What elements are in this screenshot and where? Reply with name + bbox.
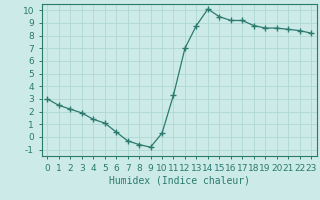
X-axis label: Humidex (Indice chaleur): Humidex (Indice chaleur) — [109, 175, 250, 185]
